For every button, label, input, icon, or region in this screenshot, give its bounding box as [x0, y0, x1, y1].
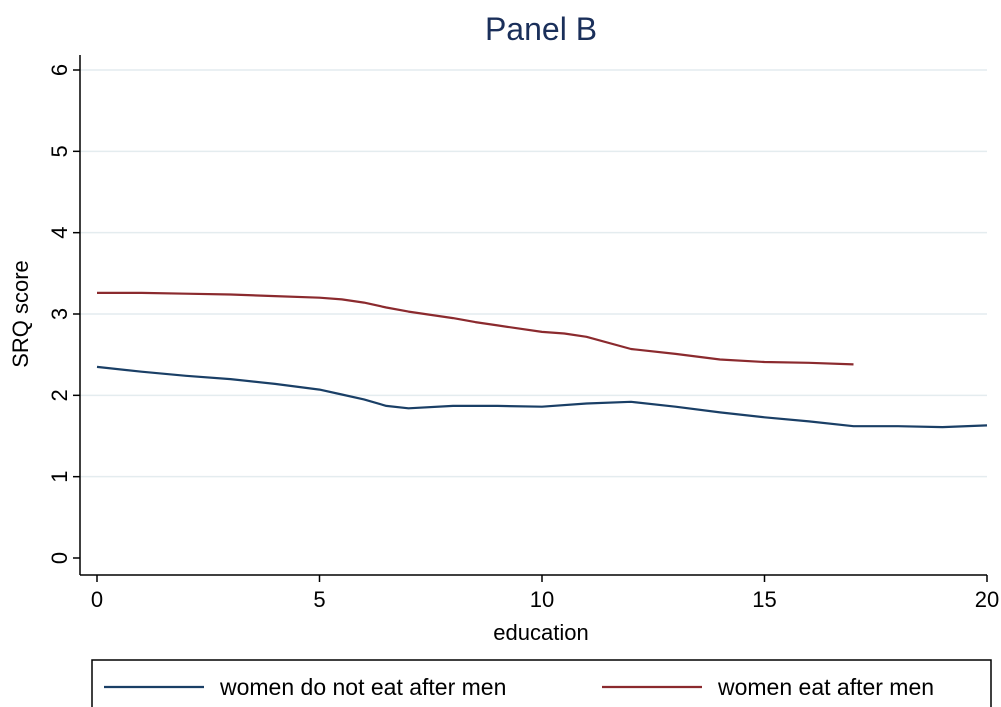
ticks: 0 1 2 3 4 5 6 0 5 10 15 20: [47, 64, 999, 612]
x-tick-label-5: 5: [313, 587, 325, 612]
y-tick-label-3: 3: [47, 308, 72, 320]
grid: [80, 69, 987, 478]
series-line-women-eat-after-men: [97, 291, 854, 366]
y-tick-label-1: 1: [47, 471, 72, 483]
legend-label-women-do-not-eat-after-men: women do not eat after men: [219, 674, 506, 700]
chart-title: Panel B: [485, 11, 597, 47]
y-tick-label-0: 0: [47, 552, 72, 564]
legend: women do not eat after men women eat aft…: [91, 659, 992, 707]
y-axis-label: SRQ score: [8, 260, 33, 368]
y-tick-label-2: 2: [47, 389, 72, 401]
y-tick-label-5: 5: [47, 145, 72, 157]
legend-label-women-eat-after-men: women eat after men: [717, 674, 934, 700]
x-axis-label: education: [493, 620, 588, 645]
x-tick-label-20: 20: [975, 587, 999, 612]
x-tick-label-10: 10: [530, 587, 554, 612]
x-tick-label-15: 15: [752, 587, 776, 612]
series-line-women-do-not-eat-after-men: [96, 365, 988, 429]
legend-frame: [91, 659, 992, 707]
x-tick-label-0: 0: [91, 587, 103, 612]
series: [96, 291, 988, 429]
axes: [79, 55, 987, 576]
y-tick-label-6: 6: [47, 64, 72, 76]
y-tick-label-4: 4: [47, 227, 72, 239]
